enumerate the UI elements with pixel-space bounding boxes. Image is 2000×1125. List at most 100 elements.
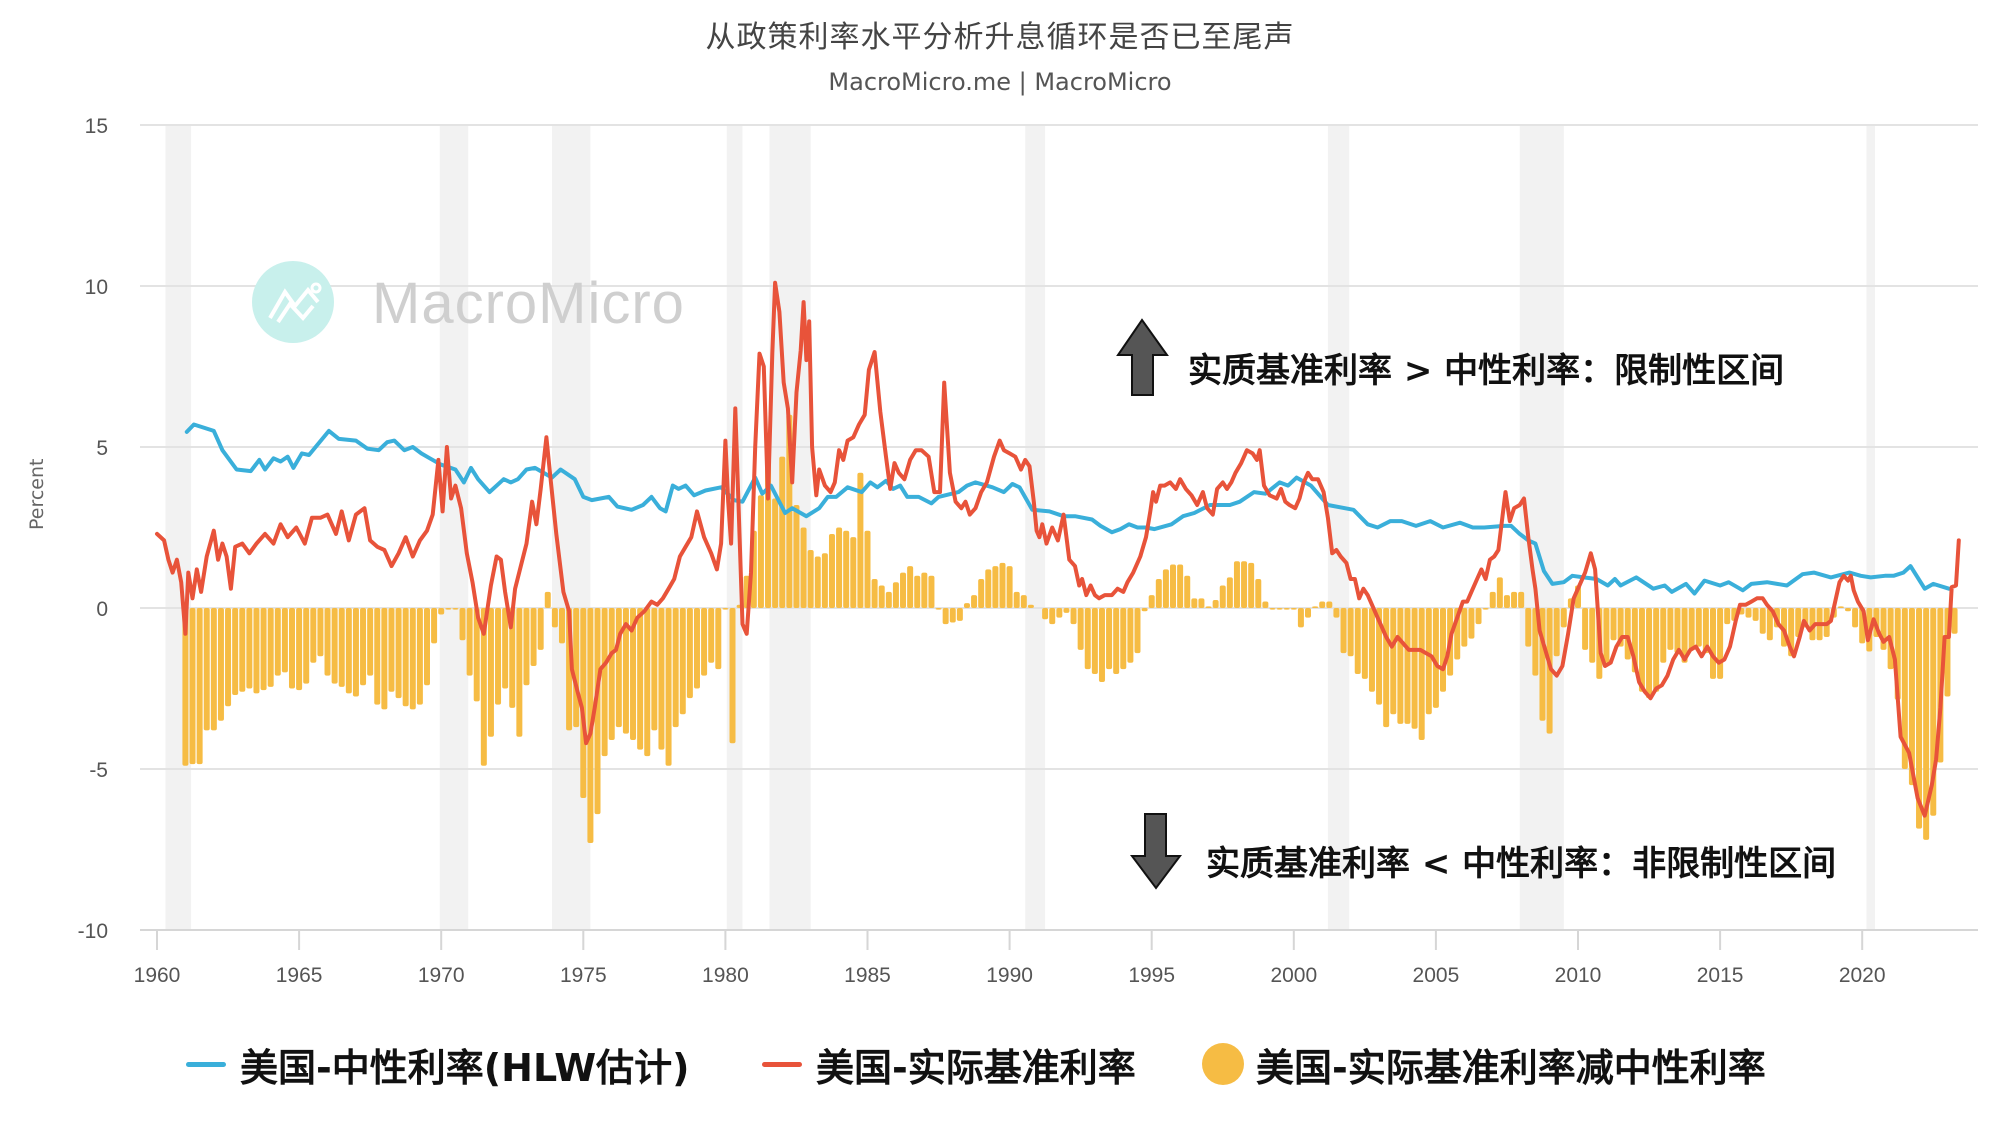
difference-bar bbox=[246, 608, 253, 689]
difference-bar bbox=[537, 608, 544, 650]
legend-item-real-policy-rate[interactable]: 美国-实际基准利率 bbox=[762, 1036, 1136, 1092]
difference-bar bbox=[1091, 608, 1098, 675]
difference-bar bbox=[1248, 562, 1255, 608]
difference-bar bbox=[1319, 601, 1326, 608]
legend-item-neutral-rate[interactable]: 美国-中性利率(HLW估计) bbox=[186, 1036, 690, 1092]
difference-bar bbox=[310, 608, 317, 663]
difference-bar bbox=[836, 527, 843, 608]
difference-bar bbox=[466, 608, 473, 676]
difference-bar bbox=[1724, 608, 1731, 625]
difference-bar bbox=[1837, 606, 1844, 608]
difference-bar bbox=[949, 608, 956, 623]
legend-item-rate-gap[interactable]: 美国-实际基准利率减中性利率 bbox=[1202, 1036, 1766, 1092]
x-tick-label: 2005 bbox=[1413, 964, 1460, 987]
difference-bar bbox=[1582, 608, 1589, 650]
difference-bar bbox=[367, 608, 374, 676]
difference-bar bbox=[1233, 561, 1240, 608]
difference-bar bbox=[452, 608, 459, 610]
difference-bar bbox=[1063, 608, 1070, 613]
difference-bar bbox=[921, 572, 928, 608]
difference-bar bbox=[1766, 608, 1773, 641]
difference-bar bbox=[800, 527, 807, 608]
difference-bar bbox=[1844, 608, 1851, 612]
difference-bar bbox=[225, 608, 232, 707]
difference-bar bbox=[956, 608, 963, 621]
difference-bar bbox=[935, 608, 942, 610]
difference-bar bbox=[196, 608, 203, 765]
difference-bar bbox=[1440, 608, 1447, 692]
difference-bar bbox=[679, 608, 686, 715]
difference-bar bbox=[1688, 608, 1695, 650]
difference-bar bbox=[1525, 608, 1532, 647]
x-tick-label: 1975 bbox=[560, 964, 607, 987]
difference-bar bbox=[1326, 601, 1333, 608]
difference-bar bbox=[701, 608, 708, 676]
chart-legend: 美国-中性利率(HLW估计) 美国-实际基准利率 美国-实际基准利率减中性利率 bbox=[0, 1036, 2000, 1092]
difference-bar bbox=[338, 608, 345, 687]
difference-bar bbox=[274, 608, 281, 676]
difference-bar bbox=[1759, 608, 1766, 634]
x-tick-label: 1970 bbox=[418, 964, 465, 987]
difference-bar bbox=[630, 608, 637, 741]
difference-bar bbox=[992, 566, 999, 608]
difference-bar bbox=[907, 566, 914, 608]
difference-bar bbox=[1496, 577, 1503, 608]
recession-band bbox=[552, 125, 591, 930]
difference-bar bbox=[1376, 608, 1383, 705]
difference-bar bbox=[779, 456, 786, 608]
recession-band bbox=[165, 125, 192, 930]
difference-bar bbox=[530, 608, 537, 666]
difference-bar bbox=[459, 608, 466, 641]
difference-bar bbox=[1198, 598, 1205, 608]
difference-bar bbox=[793, 504, 800, 608]
difference-bar bbox=[601, 608, 608, 757]
y-axis-label: Percent bbox=[26, 458, 48, 531]
difference-bar bbox=[345, 608, 352, 694]
difference-bar bbox=[1098, 608, 1105, 683]
recession-band bbox=[1327, 125, 1350, 930]
difference-bar bbox=[360, 608, 367, 686]
difference-bar bbox=[1368, 608, 1375, 692]
difference-bar bbox=[182, 608, 189, 766]
difference-bar bbox=[658, 608, 665, 750]
difference-bar bbox=[622, 608, 629, 734]
difference-bar bbox=[573, 608, 580, 728]
difference-bar bbox=[1027, 604, 1034, 608]
legend-label: 美国-中性利率(HLW估计) bbox=[240, 1045, 690, 1090]
difference-bar bbox=[594, 608, 601, 815]
difference-bar bbox=[402, 608, 409, 707]
legend-dot-icon bbox=[1202, 1043, 1244, 1085]
difference-bar bbox=[1518, 591, 1525, 608]
difference-bar bbox=[381, 608, 388, 710]
difference-bar bbox=[665, 608, 672, 766]
recession-band bbox=[1866, 125, 1875, 930]
difference-bar bbox=[1347, 608, 1354, 657]
difference-bar bbox=[1312, 606, 1319, 608]
difference-bar bbox=[1354, 608, 1361, 675]
difference-bar bbox=[971, 595, 978, 608]
difference-bar bbox=[1674, 608, 1681, 654]
difference-bar bbox=[260, 608, 267, 691]
difference-bar bbox=[1134, 608, 1141, 654]
difference-bar bbox=[1077, 608, 1084, 650]
difference-bar bbox=[715, 608, 722, 670]
difference-bar bbox=[1532, 608, 1539, 676]
difference-bar bbox=[303, 608, 310, 684]
difference-bar bbox=[1489, 591, 1496, 608]
difference-bar bbox=[1404, 608, 1411, 724]
difference-bar bbox=[1503, 595, 1510, 608]
difference-bar bbox=[1056, 608, 1063, 618]
x-tick-label: 2020 bbox=[1839, 964, 1886, 987]
difference-bar bbox=[1418, 608, 1425, 741]
difference-bar bbox=[1908, 608, 1915, 786]
difference-bar bbox=[1709, 608, 1716, 679]
x-tick-label: 1965 bbox=[276, 964, 323, 987]
difference-bar bbox=[1177, 564, 1184, 608]
x-tick-label: 1980 bbox=[702, 964, 749, 987]
difference-bar bbox=[814, 556, 821, 608]
difference-bar bbox=[1681, 608, 1688, 663]
difference-bar bbox=[729, 608, 736, 744]
difference-bar bbox=[324, 608, 331, 676]
difference-bar bbox=[843, 530, 850, 608]
difference-bar bbox=[693, 608, 700, 689]
